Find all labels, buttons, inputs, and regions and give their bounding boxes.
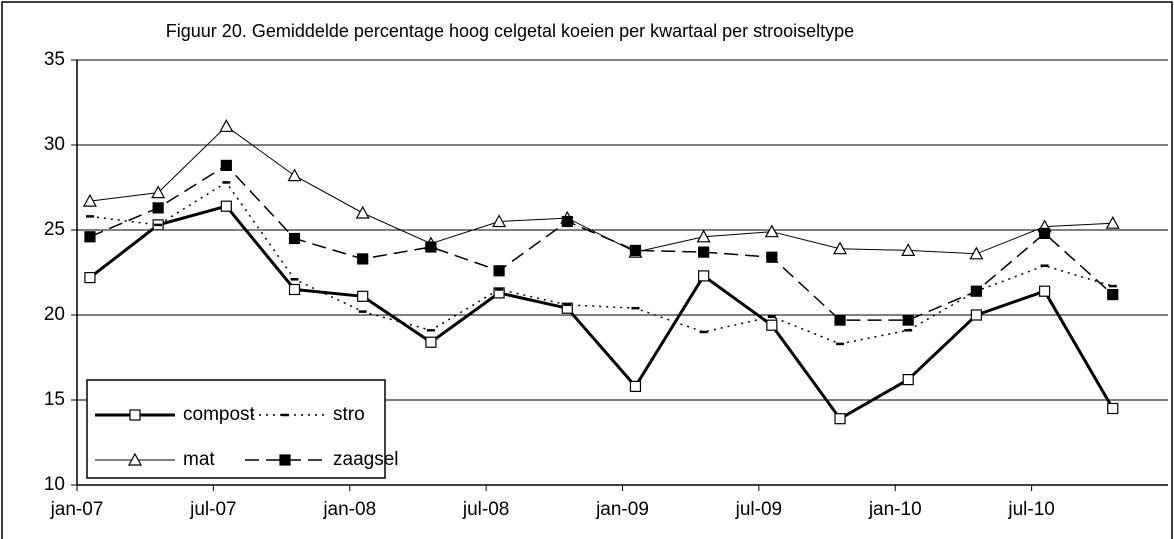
- legend-label: compost: [183, 404, 256, 425]
- marker: [152, 202, 164, 214]
- marker: [425, 241, 437, 253]
- marker: [492, 214, 507, 228]
- marker: [220, 159, 232, 171]
- marker: [425, 336, 437, 348]
- y-tick-label: 25: [44, 219, 65, 240]
- marker: [84, 272, 96, 284]
- marker: [129, 409, 141, 421]
- marker: [766, 319, 778, 331]
- legend-label: stro: [333, 404, 365, 425]
- marker: [219, 119, 234, 132]
- marker: [561, 302, 573, 314]
- marker: [82, 193, 97, 207]
- marker: [493, 287, 505, 299]
- marker: [279, 454, 291, 466]
- y-tick-label: 10: [44, 474, 65, 495]
- marker: [1107, 402, 1119, 415]
- x-tick-label: jul-09: [735, 499, 782, 520]
- legend-label: mat: [183, 449, 215, 470]
- marker: [355, 205, 370, 219]
- marker: [970, 285, 982, 297]
- marker: [698, 246, 710, 258]
- legend: compost stro mat zaagsel: [86, 379, 399, 479]
- y-tick-label: 20: [44, 304, 65, 325]
- x-tick-label: jan-09: [595, 499, 649, 520]
- marker: [902, 374, 914, 386]
- marker: [696, 229, 711, 243]
- marker: [1038, 285, 1051, 297]
- x-tick-label: jul-08: [462, 499, 509, 520]
- marker: [151, 185, 166, 199]
- legend-label: zaagsel: [333, 449, 399, 470]
- marker: [561, 215, 573, 228]
- marker: [1038, 227, 1051, 239]
- marker: [127, 452, 143, 466]
- series-line: [89, 164, 1114, 321]
- x-tick-label: jan-10: [868, 499, 922, 520]
- series-line: [89, 204, 1115, 421]
- marker: [629, 244, 642, 256]
- marker: [764, 224, 779, 238]
- marker: [901, 243, 916, 256]
- x-tick-label: jan-08: [322, 499, 376, 520]
- marker: [698, 270, 710, 282]
- y-tick-label: 35: [44, 49, 65, 70]
- marker: [357, 253, 369, 265]
- marker: [493, 265, 505, 277]
- marker: [220, 200, 232, 212]
- marker: [288, 232, 301, 245]
- y-tick-label: 15: [44, 389, 65, 410]
- marker: [1105, 215, 1120, 229]
- marker: [969, 246, 984, 260]
- marker: [1107, 289, 1119, 301]
- marker: [833, 241, 848, 255]
- marker: [766, 251, 778, 263]
- marker: [970, 309, 982, 321]
- marker: [834, 314, 846, 326]
- marker: [834, 413, 846, 425]
- marker: [84, 231, 96, 243]
- marker: [629, 380, 642, 392]
- marker: [357, 290, 369, 302]
- x-tick-label: jul-07: [189, 499, 236, 520]
- marker: [902, 314, 914, 326]
- x-tick-label: jan-07: [50, 499, 104, 520]
- marker: [287, 168, 302, 182]
- chart-title: Figuur 20. Gemiddelde percentage hoog ce…: [165, 21, 855, 41]
- y-tick-label: 30: [44, 134, 65, 155]
- x-tick-label: jul-10: [1007, 499, 1054, 520]
- marker: [288, 283, 301, 296]
- series-line: [89, 125, 1113, 255]
